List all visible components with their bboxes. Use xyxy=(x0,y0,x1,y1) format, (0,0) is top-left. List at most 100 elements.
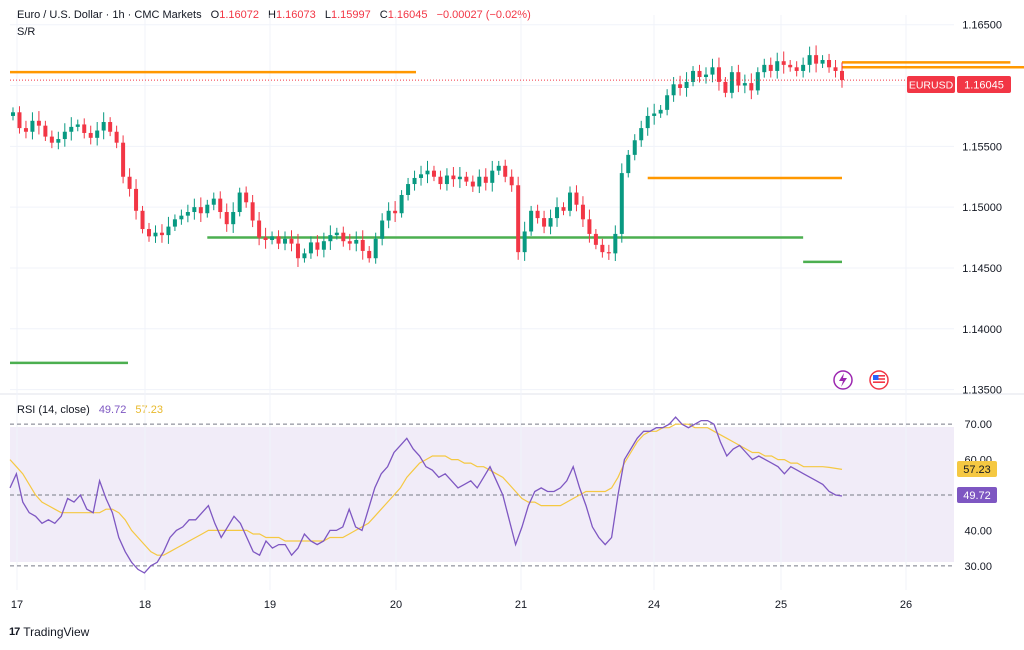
rsi-header[interactable]: RSI (14, close) 49.72 57.23 xyxy=(17,404,163,416)
candle-body xyxy=(580,204,585,220)
candle-body xyxy=(801,64,806,71)
candle-body xyxy=(827,59,832,68)
rsi-ma-badge: 57.23 xyxy=(957,461,997,477)
candle-body xyxy=(250,202,255,221)
candle-body xyxy=(451,175,456,180)
candle-body xyxy=(185,212,190,216)
candle-body xyxy=(749,83,754,91)
candle-body xyxy=(237,192,242,213)
price-tick-label: 1.13500 xyxy=(962,385,1002,397)
candle-body xyxy=(703,74,708,78)
sr-indicator-label[interactable]: S/R xyxy=(17,26,36,38)
candle-body xyxy=(755,72,760,91)
time-tick-label: 25 xyxy=(775,599,787,611)
candle-body xyxy=(509,176,514,186)
time-axis[interactable]: 17 18 19 20 21 24 25 26 xyxy=(11,599,912,611)
tradingview-logo[interactable]: 17 TradingView xyxy=(9,625,89,639)
candle-body xyxy=(606,252,611,254)
candle-body xyxy=(840,70,844,81)
candle-body xyxy=(412,177,417,185)
chart-header: Euro / U.S. Dollar · 1h · CMC Markets O1… xyxy=(17,9,531,21)
candle-body xyxy=(762,64,767,73)
candle-body xyxy=(82,124,87,133)
candle-body xyxy=(736,72,741,86)
candle-body xyxy=(321,241,326,250)
candle-body xyxy=(276,236,281,244)
change-value: −0.00027 (−0.02%) xyxy=(436,9,531,21)
tradingview-mark-icon: 17 xyxy=(9,626,20,638)
rsi-tick-label: 30.00 xyxy=(964,561,992,573)
candle-body xyxy=(147,229,152,237)
candle-body xyxy=(477,176,482,187)
symbol-description[interactable]: Euro / U.S. Dollar · 1h · CMC Markets xyxy=(17,9,202,21)
candle-body xyxy=(781,61,786,65)
candle-body xyxy=(399,194,404,214)
price-tick-label: 1.14000 xyxy=(962,324,1002,336)
candle-body xyxy=(716,67,721,82)
candle-body xyxy=(483,176,488,183)
price-tick-label: 1.16500 xyxy=(962,20,1002,32)
price-tick-label: 1.14500 xyxy=(962,263,1002,275)
candle-body xyxy=(270,236,275,240)
candle-body xyxy=(114,131,119,143)
candle-body xyxy=(419,174,424,178)
candle-body xyxy=(406,184,411,195)
candle-body xyxy=(567,192,572,211)
candle-body xyxy=(490,170,495,183)
candle-body xyxy=(108,122,113,132)
candle-body xyxy=(354,239,359,244)
candle-body xyxy=(386,210,391,221)
candle-body xyxy=(159,232,164,236)
close-value: 1.16045 xyxy=(387,9,428,21)
candle-body xyxy=(470,181,475,187)
lightning-icon[interactable] xyxy=(833,370,853,390)
grid xyxy=(10,15,954,590)
candle-body xyxy=(192,207,197,213)
candle-body xyxy=(425,170,430,175)
rsi-value-badge: 49.72 xyxy=(957,487,997,503)
candle-body xyxy=(23,128,28,132)
candle-body xyxy=(684,81,689,88)
time-tick-label: 20 xyxy=(390,599,402,611)
time-tick-label: 18 xyxy=(139,599,151,611)
candle-body xyxy=(30,120,35,132)
candle-body xyxy=(43,125,48,137)
candle-body xyxy=(820,59,825,64)
us-flag-icon[interactable] xyxy=(869,370,889,390)
candle-body xyxy=(211,198,216,205)
candle-body xyxy=(69,126,74,132)
candle-body xyxy=(328,235,333,242)
candle-body xyxy=(444,175,449,185)
candle-body xyxy=(295,243,300,259)
candle-body xyxy=(36,120,41,126)
candle-body xyxy=(496,165,501,171)
candle-body xyxy=(794,67,799,71)
candle-body xyxy=(263,237,268,240)
candle-body xyxy=(503,165,508,177)
candle-body xyxy=(639,128,644,141)
rsi-ma-badge-text: 57.23 xyxy=(963,464,991,476)
candle-body xyxy=(535,210,540,219)
low-label: L xyxy=(324,9,331,21)
time-tick-label: 21 xyxy=(515,599,527,611)
price-badge-value: 1.16045 xyxy=(964,80,1004,92)
candle-body xyxy=(522,231,527,253)
candle-body xyxy=(289,238,294,244)
time-tick-label: 24 xyxy=(648,599,660,611)
candle-body xyxy=(613,233,618,254)
time-tick-label: 19 xyxy=(264,599,276,611)
candle-body xyxy=(593,233,598,245)
candle-body xyxy=(121,142,126,177)
candle-body xyxy=(218,198,223,213)
candle-body xyxy=(315,242,320,250)
candle-body xyxy=(775,61,780,71)
time-tick-label: 17 xyxy=(11,599,23,611)
low-value: 1.15997 xyxy=(330,9,371,21)
candle-body xyxy=(529,210,534,232)
candle-body xyxy=(341,232,346,242)
rsi-value-badge-text: 49.72 xyxy=(963,490,991,502)
candle-body xyxy=(691,70,696,82)
candle-body xyxy=(308,242,313,254)
